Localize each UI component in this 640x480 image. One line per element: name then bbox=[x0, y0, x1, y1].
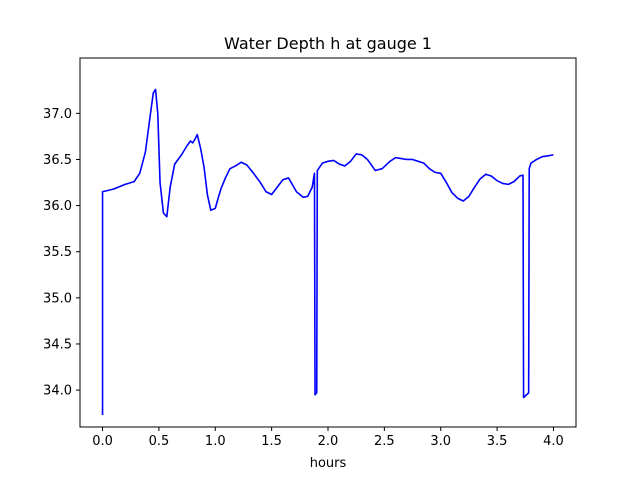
x-axis-label: hours bbox=[310, 456, 347, 471]
plot-area bbox=[101, 88, 554, 416]
x-tick-label: 3.5 bbox=[487, 434, 508, 449]
y-tick-label: 36.0 bbox=[43, 199, 72, 214]
chart-title: Water Depth h at gauge 1 bbox=[224, 34, 432, 53]
x-tick-label: 2.0 bbox=[318, 434, 339, 449]
y-tick-label: 35.0 bbox=[43, 291, 72, 306]
y-tick-label: 36.5 bbox=[43, 153, 72, 168]
y-tick-label: 34.5 bbox=[43, 337, 72, 352]
x-tick-label: 0.5 bbox=[149, 434, 170, 449]
x-tick-label: 1.0 bbox=[205, 434, 226, 449]
y-tick-label: 37.0 bbox=[43, 107, 72, 122]
y-tick-label: 34.0 bbox=[43, 384, 72, 399]
series-line-0 bbox=[101, 88, 554, 416]
y-axis: 34.0 34.5 35.0 35.5 36.0 36.5 37.0 bbox=[43, 107, 80, 399]
x-tick-label: 0.0 bbox=[92, 434, 113, 449]
x-tick-label: 1.5 bbox=[261, 434, 282, 449]
x-tick-label: 3.0 bbox=[430, 434, 451, 449]
y-tick-label: 35.5 bbox=[43, 245, 72, 260]
x-tick-label: 2.5 bbox=[374, 434, 395, 449]
x-tick-label: 4.0 bbox=[543, 434, 564, 449]
x-axis: 0.0 0.5 1.0 1.5 2.0 2.5 3.0 3.5 4.0 bbox=[92, 427, 564, 449]
